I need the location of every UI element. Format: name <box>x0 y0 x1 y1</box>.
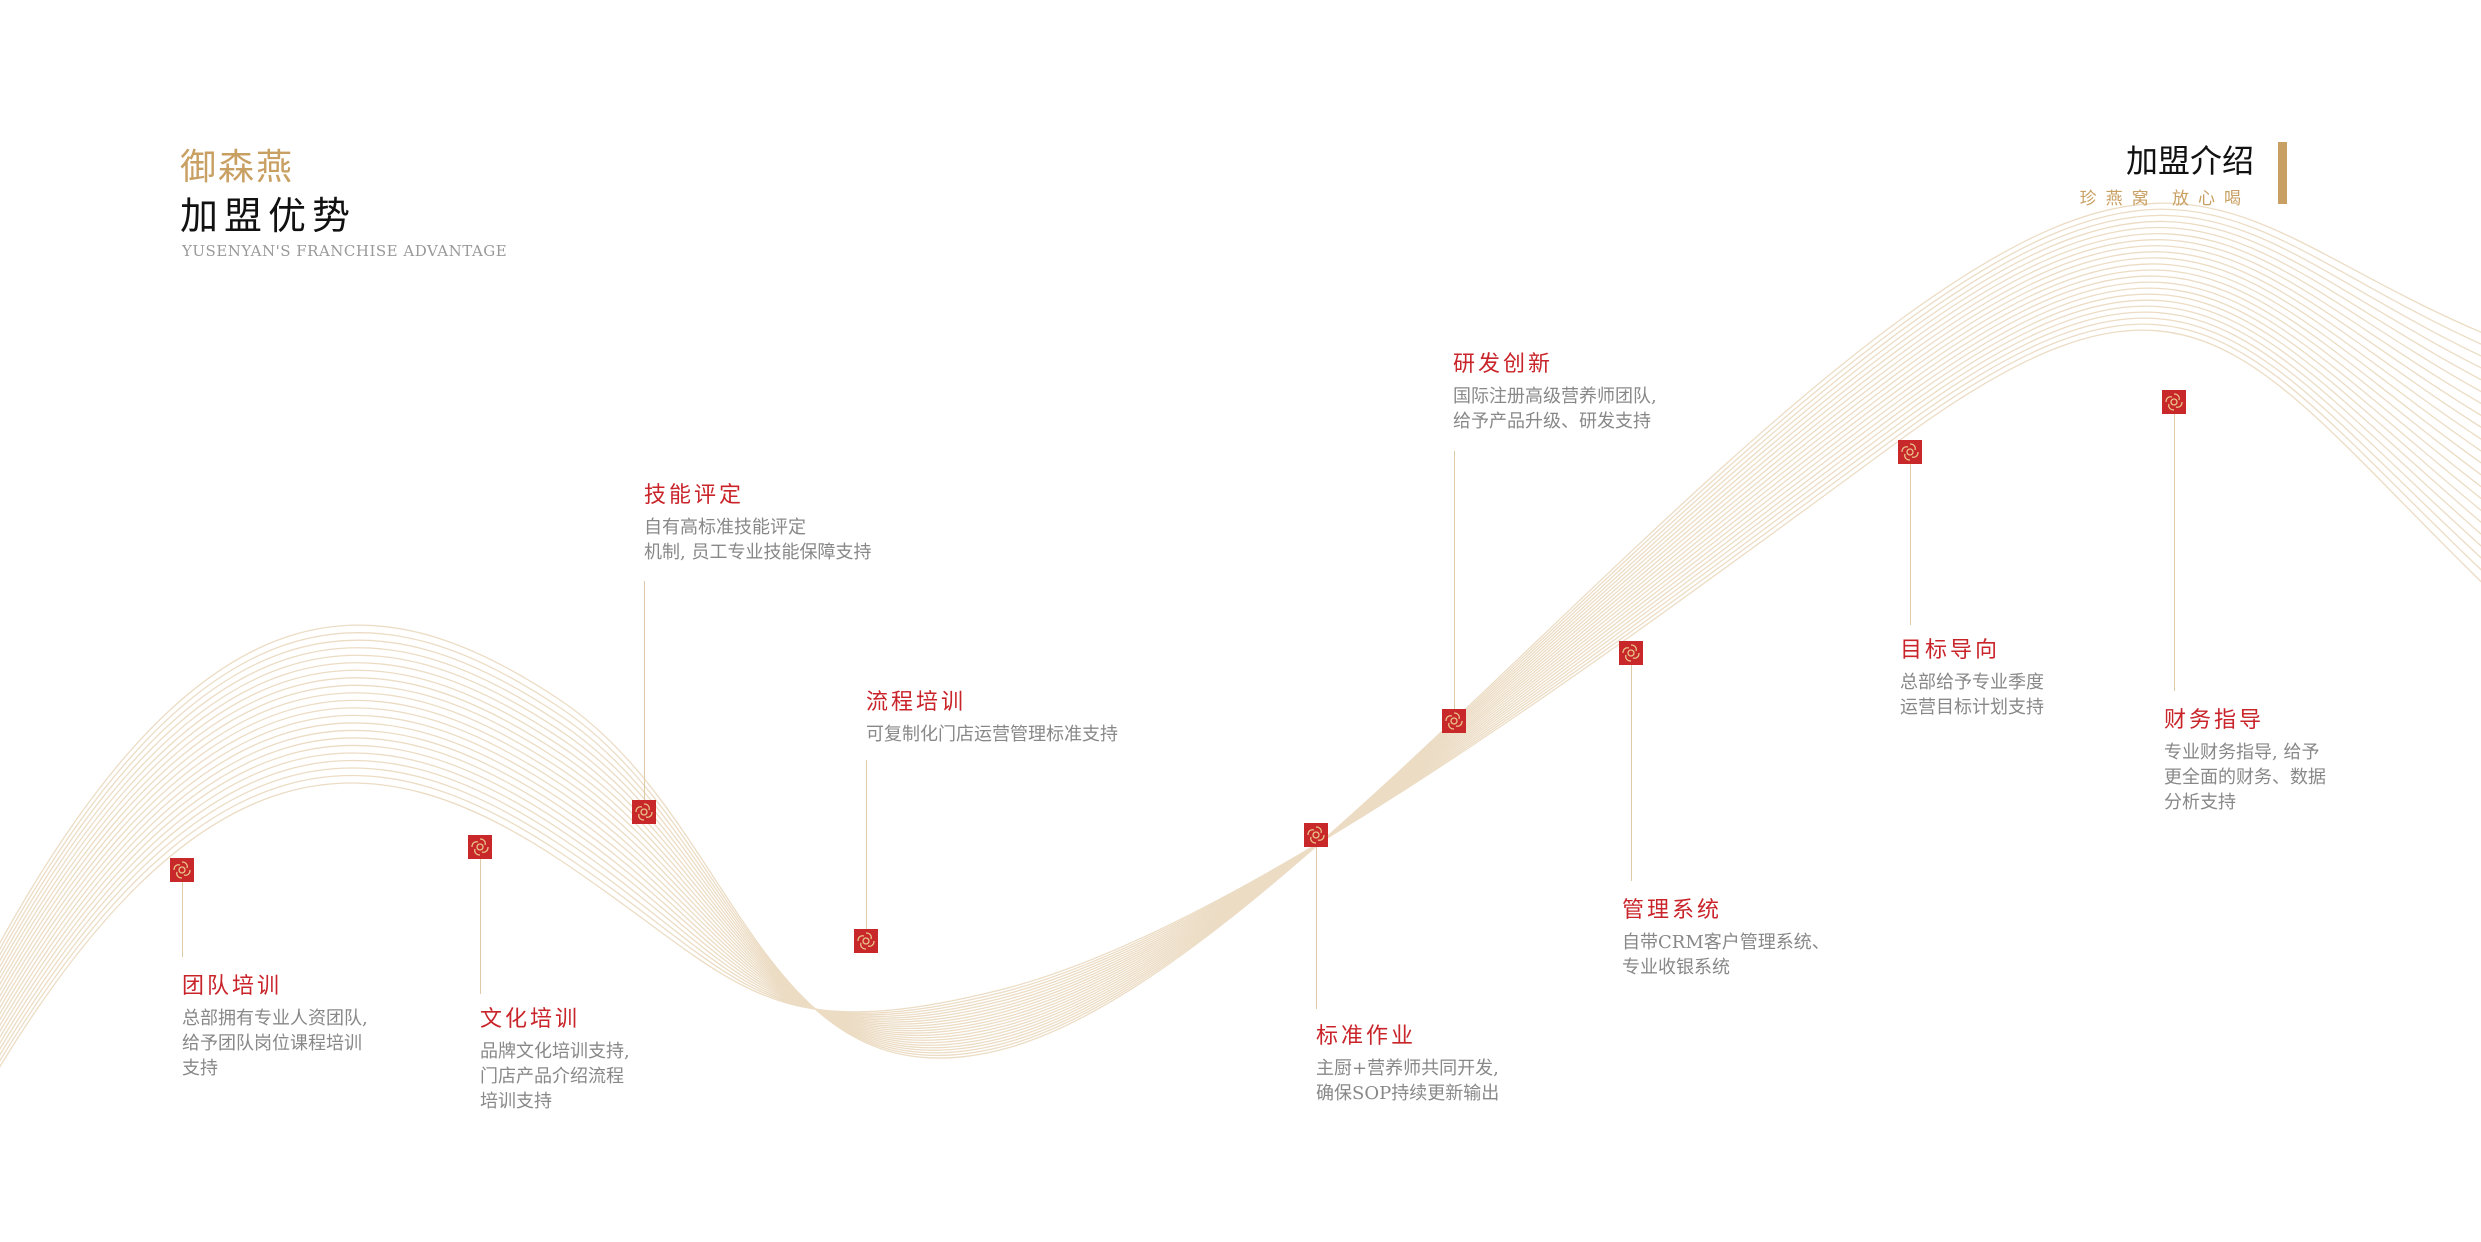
brand-name: 御森燕 <box>180 147 295 188</box>
connector-line <box>182 882 183 957</box>
swirl-seal-icon <box>854 929 878 953</box>
wave-line <box>0 311 2481 1051</box>
section-accent-bar <box>2278 142 2287 204</box>
swirl-seal-icon <box>632 800 656 824</box>
wave-line <box>0 245 2481 1041</box>
advantage-item: 管理系统自带CRM客户管理系统、 专业收银系统 <box>1622 892 1830 980</box>
swirl-seal-icon <box>1442 709 1466 733</box>
advantage-description: 可复制化门店运营管理标准支持 <box>866 722 1118 747</box>
swirl-seal-icon <box>2162 390 2186 414</box>
advantage-title: 技能评定 <box>644 483 745 508</box>
connector-line <box>2174 414 2175 691</box>
wave-line <box>0 287 2481 1027</box>
advantage-item: 文化培训品牌文化培训支持, 门店产品介绍流程 培训支持 <box>480 1001 630 1114</box>
advantage-item: 标准作业主厨+营养师共同开发, 确保SOP持续更新输出 <box>1316 1018 1499 1106</box>
advantage-title: 流程培训 <box>866 690 967 715</box>
wave-line <box>0 208 2481 1056</box>
advantage-item: 目标导向总部给予专业季度 运营目标计划支持 <box>1900 632 2044 720</box>
swirl-seal-icon <box>1619 641 1643 665</box>
description-line: 国际注册高级营养师团队, <box>1453 386 1657 407</box>
connector-line <box>480 859 481 994</box>
advantage-title: 研发创新 <box>1453 352 1554 377</box>
wave-line <box>0 317 2481 1056</box>
wave-line <box>0 202 2481 1059</box>
advantage-description: 自带CRM客户管理系统、 专业收银系统 <box>1622 930 1830 980</box>
swirl-seal-icon <box>468 835 492 859</box>
connector-line <box>1910 464 1911 625</box>
advantage-item: 流程培训可复制化门店运营管理标准支持 <box>866 684 1118 747</box>
advantage-item: 团队培训总部拥有专业人资团队, 给予团队岗位课程培训 支持 <box>182 968 368 1081</box>
description-line: 自有高标准技能评定 <box>644 517 806 538</box>
wave-line <box>0 299 2481 1039</box>
description-line: 给予团队岗位课程培训 <box>182 1033 362 1054</box>
wave-line <box>0 329 2481 1068</box>
wave-line <box>0 257 2481 1037</box>
page-title: 加盟优势 <box>180 194 357 238</box>
description-line: 培训支持 <box>480 1091 552 1112</box>
advantage-title: 管理系统 <box>1622 898 1723 923</box>
description-line: 支持 <box>182 1058 218 1079</box>
description-line: 主厨+营养师共同开发, <box>1316 1058 1499 1079</box>
advantage-description: 品牌文化培训支持, 门店产品介绍流程 培训支持 <box>480 1039 630 1114</box>
swirl-seal-icon <box>170 858 194 882</box>
advantage-title: 文化培训 <box>480 1007 581 1032</box>
description-line: 确保SOP持续更新输出 <box>1316 1083 1500 1104</box>
wave-line <box>0 323 2481 1062</box>
description-line: 门店产品介绍流程 <box>480 1066 624 1087</box>
connector-line <box>1316 847 1317 1009</box>
wave-line <box>0 281 2481 1027</box>
advantage-title: 目标导向 <box>1900 638 2001 663</box>
advantage-item: 技能评定自有高标准技能评定机制, 员工专业技能保障支持 <box>644 477 871 565</box>
connector-line <box>644 581 645 800</box>
section-slogan: 珍燕窝 放心喝 <box>2079 189 2250 209</box>
wave-line <box>0 220 2481 1051</box>
advantage-item: 研发创新国际注册高级营养师团队, 给予产品升级、研发支持 <box>1453 346 1657 434</box>
description-line: 分析支持 <box>2164 792 2236 813</box>
wave-line <box>0 263 2481 1034</box>
description-line: 总部拥有专业人资团队, <box>182 1008 368 1029</box>
wave-line <box>0 239 2481 1044</box>
wave-line <box>0 269 2481 1032</box>
description-line: 给予产品升级、研发支持 <box>1453 411 1651 432</box>
wave-line <box>0 214 2481 1054</box>
connector-line <box>1631 665 1632 881</box>
page-subtitle-en: YUSENYAN'S FRANCHISE ADVANTAGE <box>182 242 508 260</box>
wave-line <box>0 232 2481 1046</box>
wave-line <box>0 251 2481 1039</box>
advantage-description: 主厨+营养师共同开发, 确保SOP持续更新输出 <box>1316 1056 1499 1106</box>
description-line: 可复制化门店运营管理标准支持 <box>866 724 1118 745</box>
advantage-description: 自有高标准技能评定机制, 员工专业技能保障支持 <box>644 515 871 565</box>
swirl-seal-icon <box>1898 440 1922 464</box>
swirl-seal-icon <box>1304 823 1328 847</box>
advantage-title: 标准作业 <box>1316 1024 1417 1049</box>
description-line: 机制, 员工专业技能保障支持 <box>644 542 872 563</box>
advantage-title: 团队培训 <box>182 974 283 999</box>
advantage-description: 总部给予专业季度 运营目标计划支持 <box>1900 670 2044 720</box>
description-line: 更全面的财务、数据 <box>2164 767 2326 788</box>
description-line: 品牌文化培训支持, <box>480 1041 630 1062</box>
advantage-description: 总部拥有专业人资团队, 给予团队岗位课程培训 支持 <box>182 1006 368 1081</box>
connector-line <box>1454 451 1455 709</box>
advantage-description: 专业财务指导, 给予 更全面的财务、数据 分析支持 <box>2164 740 2326 815</box>
section-title: 加盟介绍 <box>2125 142 2254 180</box>
advantage-item: 财务指导专业财务指导, 给予 更全面的财务、数据 分析支持 <box>2164 702 2326 815</box>
description-line: 自带CRM客户管理系统、 <box>1622 932 1830 953</box>
description-line: 专业收银系统 <box>1622 957 1730 978</box>
description-line: 专业财务指导, 给予 <box>2164 742 2320 763</box>
advantage-title: 财务指导 <box>2164 708 2265 733</box>
advantage-description: 国际注册高级营养师团队, 给予产品升级、研发支持 <box>1453 384 1657 434</box>
connector-line <box>866 760 867 929</box>
wave-line <box>0 293 2481 1033</box>
wave-line <box>0 226 2481 1049</box>
description-line: 运营目标计划支持 <box>1900 697 2044 718</box>
wave-line <box>0 305 2481 1045</box>
wave-line <box>0 275 2481 1030</box>
description-line: 总部给予专业季度 <box>1900 672 2044 693</box>
